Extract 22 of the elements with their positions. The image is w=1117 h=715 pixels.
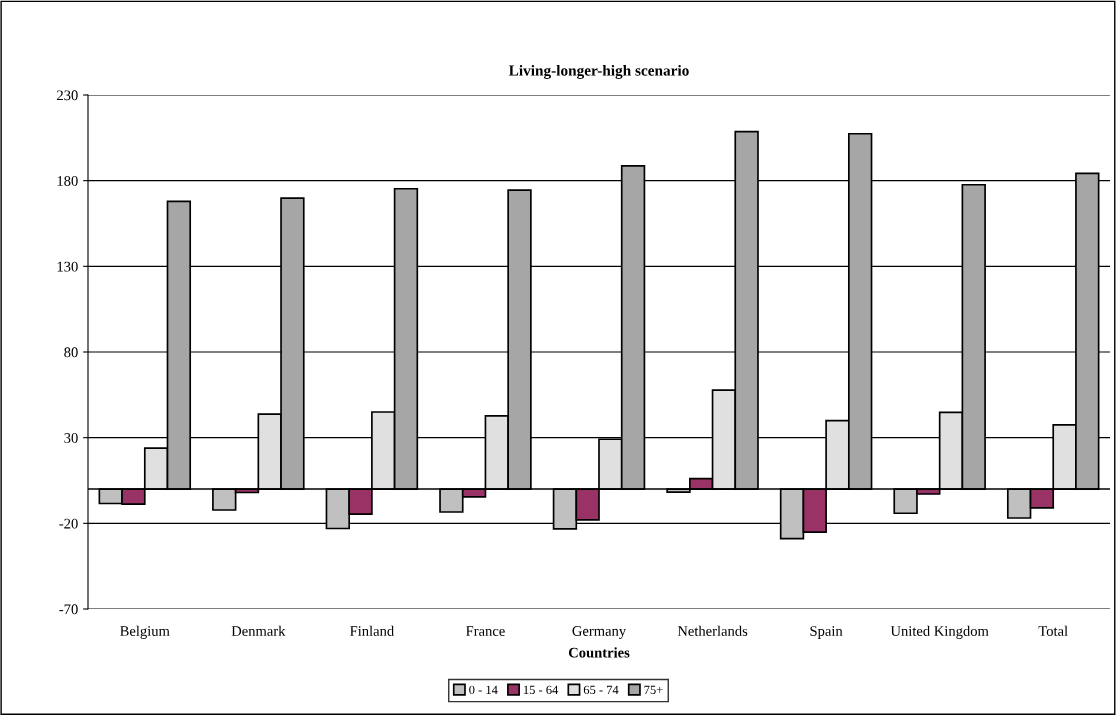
x-tick-label: Belgium: [120, 625, 170, 639]
x-tick-label: Germany: [572, 626, 627, 639]
x-tick-label: Finland: [350, 625, 394, 636]
x-tick-label: United Kingdom: [890, 625, 989, 639]
y-tick-label: 30: [64, 433, 78, 443]
x-tick-label: Spain: [810, 626, 843, 639]
y-tick-label: 130: [57, 261, 78, 272]
y-tick-label: -70: [59, 604, 78, 615]
legend-label: 15 - 64: [523, 685, 559, 695]
x-tick-label: Netherlands: [677, 625, 748, 636]
y-tick-label: 230: [57, 90, 78, 101]
x-tick-label: Denmark: [231, 625, 286, 636]
y-tick-label: 180: [57, 176, 78, 186]
x-tick-label: Total: [1038, 625, 1068, 636]
legend-label: 75+: [644, 685, 663, 695]
chart-title: Living-longer-high scenario: [508, 64, 689, 79]
legend-label: 65 - 74: [583, 685, 619, 695]
y-tick-label: -20: [59, 518, 78, 529]
x-tick-label: France: [466, 626, 505, 636]
y-tick-label: 80: [64, 347, 78, 358]
x-axis-title: Countries: [568, 647, 630, 658]
legend-label: 0 - 14: [469, 685, 498, 695]
